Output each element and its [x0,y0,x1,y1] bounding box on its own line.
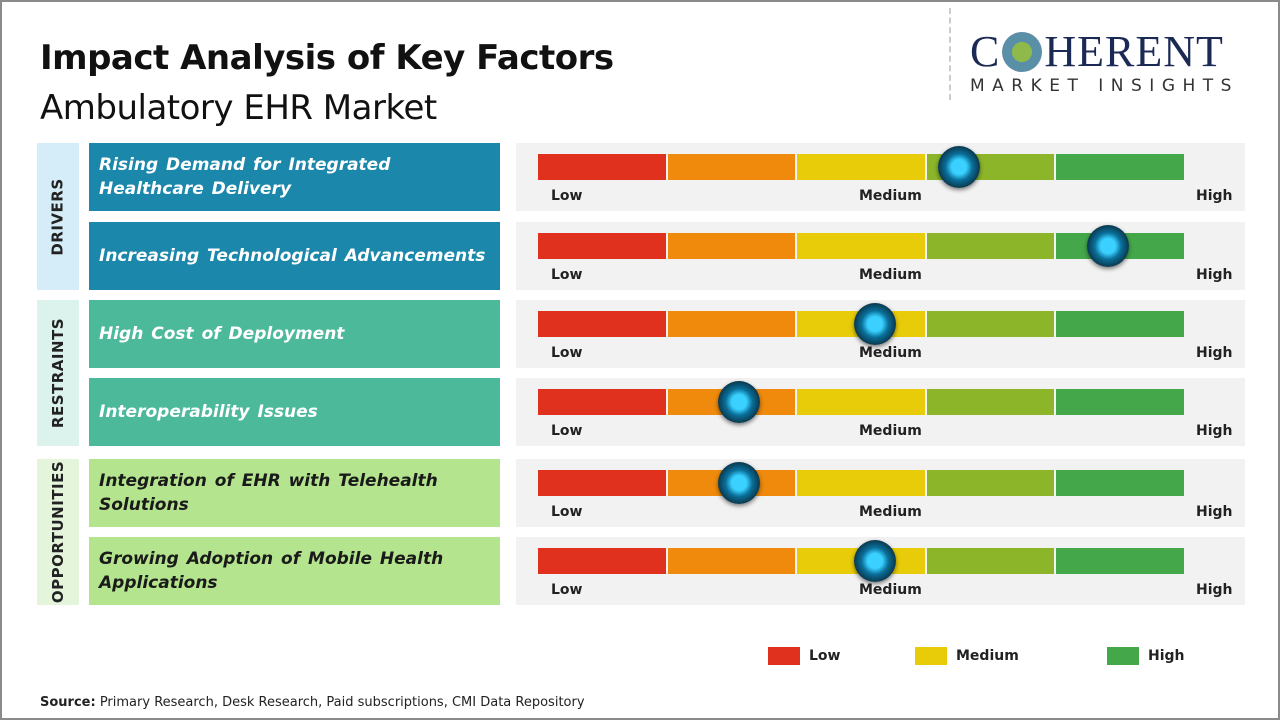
medium-label: Medium [859,267,922,283]
gauge-bar [538,389,1186,415]
gauge-segment [926,233,1057,259]
impact-gauge: Low Medium High [516,378,1245,446]
impact-marker [717,462,760,504]
gauge-segment [538,233,668,259]
gauge-bar [538,233,1186,259]
gauge-segment [538,311,668,337]
gauge-segment [538,548,668,574]
gauge-segment [538,470,668,496]
page-title: Impact Analysis of Key Factors [40,38,614,78]
factor-label: Growing Adoption of Mobile Health Applic… [89,537,500,605]
low-label: Low [551,267,583,283]
category-opportunities: OPPORTUNITIES [37,459,79,605]
factor-label: Increasing Technological Advancements [89,222,500,290]
impact-marker [853,303,896,345]
gauge-segment [797,233,927,259]
legend-swatch-high [1107,647,1139,665]
high-label: High [1196,582,1233,598]
gauge-segment [1056,470,1186,496]
factor-label: Interoperability Issues [89,378,500,446]
low-label: Low [551,504,583,520]
impact-gauge: Low Medium High [516,537,1245,605]
gauge-segment [667,311,798,337]
low-label: Low [551,582,583,598]
high-label: High [1196,423,1233,439]
gauge-segment [926,389,1057,415]
divider [949,8,951,100]
gauge-segment [538,389,668,415]
legend-low: Low [768,647,840,665]
gauge-bar [538,548,1186,574]
impact-marker [853,540,896,582]
gauge-segment [1056,311,1186,337]
source-note: Source: Primary Research, Desk Research,… [40,695,585,710]
gauge-segment [538,154,668,180]
gauge-bar [538,470,1186,496]
impact-gauge: Low Medium High [516,143,1245,211]
category-label: RESTRAINTS [49,317,68,429]
medium-label: Medium [859,423,922,439]
legend-medium: Medium [915,647,1019,665]
logo-text: C [970,27,1001,76]
legend-high: High [1107,647,1185,665]
medium-label: Medium [859,582,922,598]
high-label: High [1196,504,1233,520]
low-label: Low [551,345,583,361]
factor-label: High Cost of Deployment [89,300,500,368]
impact-gauge: Low Medium High [516,222,1245,290]
gauge-bar [538,311,1186,337]
logo-tagline: MARKET INSIGHTS [970,76,1239,96]
high-label: High [1196,188,1233,204]
gauge-segment [926,470,1057,496]
globe-icon [1002,32,1043,72]
logo-text: HERENT [1044,27,1224,76]
gauge-segment [1056,548,1186,574]
gauge-bar [538,154,1186,180]
medium-label: Medium [859,504,922,520]
impact-gauge: Low Medium High [516,300,1245,368]
high-label: High [1196,345,1233,361]
impact-gauge: Low Medium High [516,459,1245,527]
gauge-segment [667,233,798,259]
medium-label: Medium [859,345,922,361]
page-subtitle: Ambulatory EHR Market [40,88,437,128]
medium-label: Medium [859,188,922,204]
legend-swatch-low [768,647,800,665]
gauge-segment [667,548,798,574]
gauge-segment [667,154,798,180]
gauge-segment [926,548,1057,574]
gauge-segment [926,311,1057,337]
logo: C HERENT MARKET INSIGHTS [970,27,1239,97]
gauge-segment [1056,389,1186,415]
low-label: Low [551,188,583,204]
impact-marker [717,381,760,423]
category-restraints: RESTRAINTS [37,300,79,446]
category-drivers: DRIVERS [37,143,79,290]
factor-label: Rising Demand for Integrated Healthcare … [89,143,500,211]
high-label: High [1196,267,1233,283]
impact-marker [938,146,981,188]
legend-swatch-medium [915,647,947,665]
low-label: Low [551,423,583,439]
gauge-segment [797,154,927,180]
category-label: DRIVERS [49,177,68,256]
impact-marker [1087,225,1130,267]
gauge-segment [797,470,927,496]
gauge-segment [797,389,927,415]
factor-label: Integration of EHR with Telehealth Solut… [89,459,500,527]
category-label: OPPORTUNITIES [49,460,67,604]
gauge-segment [1056,154,1186,180]
